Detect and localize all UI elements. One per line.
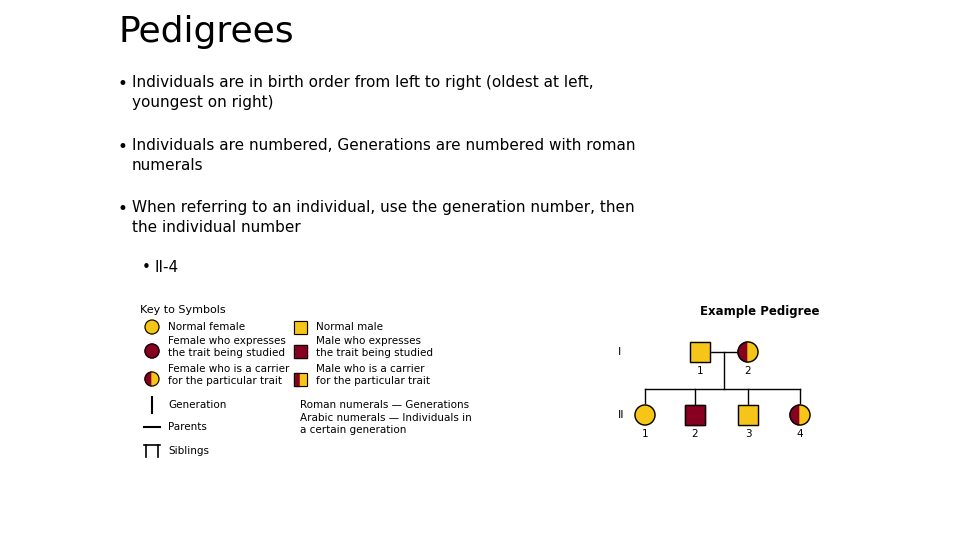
Text: Individuals are numbered, Generations are numbered with roman
numerals: Individuals are numbered, Generations ar… — [132, 138, 636, 173]
Text: •: • — [142, 260, 151, 275]
Text: •: • — [118, 200, 128, 218]
Text: Example Pedigree: Example Pedigree — [700, 305, 820, 318]
Text: II-4: II-4 — [154, 260, 179, 275]
Text: When referring to an individual, use the generation number, then
the individual : When referring to an individual, use the… — [132, 200, 635, 235]
Polygon shape — [738, 342, 748, 362]
Bar — [294, 321, 306, 334]
Text: II: II — [618, 410, 625, 420]
Text: 4: 4 — [797, 429, 804, 439]
Text: •: • — [118, 75, 128, 93]
Text: •: • — [118, 138, 128, 156]
Bar — [690, 342, 710, 362]
Polygon shape — [145, 372, 152, 386]
Text: 2: 2 — [745, 366, 752, 376]
Bar — [738, 405, 758, 425]
Bar — [294, 321, 306, 334]
Bar — [685, 405, 705, 425]
Text: Normal male: Normal male — [316, 322, 383, 332]
Bar — [294, 373, 306, 386]
Text: Female who is a carrier
for the particular trait: Female who is a carrier for the particul… — [168, 364, 289, 386]
Text: Arabic numerals — Individuals in
a certain generation: Arabic numerals — Individuals in a certa… — [300, 413, 471, 435]
Text: Siblings: Siblings — [168, 446, 209, 456]
Text: Pedigrees: Pedigrees — [118, 15, 294, 49]
Bar — [300, 373, 306, 386]
Bar — [738, 405, 758, 425]
Text: Roman numerals — Generations: Roman numerals — Generations — [300, 400, 469, 410]
Text: Female who expresses
the trait being studied: Female who expresses the trait being stu… — [168, 336, 286, 358]
Text: 1: 1 — [641, 429, 648, 439]
Text: I: I — [618, 347, 621, 357]
Bar — [690, 342, 710, 362]
Text: Key to Symbols: Key to Symbols — [140, 305, 226, 315]
Text: 1: 1 — [697, 366, 704, 376]
Bar — [294, 345, 306, 357]
Polygon shape — [748, 342, 758, 362]
Circle shape — [635, 405, 655, 425]
Text: Normal female: Normal female — [168, 322, 245, 332]
Text: 2: 2 — [692, 429, 698, 439]
Text: Parents: Parents — [168, 422, 206, 432]
Text: Individuals are in birth order from left to right (oldest at left,
youngest on r: Individuals are in birth order from left… — [132, 75, 593, 110]
Text: Generation: Generation — [168, 400, 227, 410]
Bar — [294, 345, 306, 357]
Polygon shape — [790, 405, 800, 425]
Circle shape — [145, 344, 159, 358]
Polygon shape — [800, 405, 810, 425]
Text: Male who expresses
the trait being studied: Male who expresses the trait being studi… — [316, 336, 433, 358]
Bar — [294, 373, 300, 386]
Bar — [685, 405, 705, 425]
Polygon shape — [152, 372, 159, 386]
Circle shape — [145, 320, 159, 334]
Text: 3: 3 — [745, 429, 752, 439]
Text: Male who is a carrier
for the particular trait: Male who is a carrier for the particular… — [316, 364, 430, 386]
